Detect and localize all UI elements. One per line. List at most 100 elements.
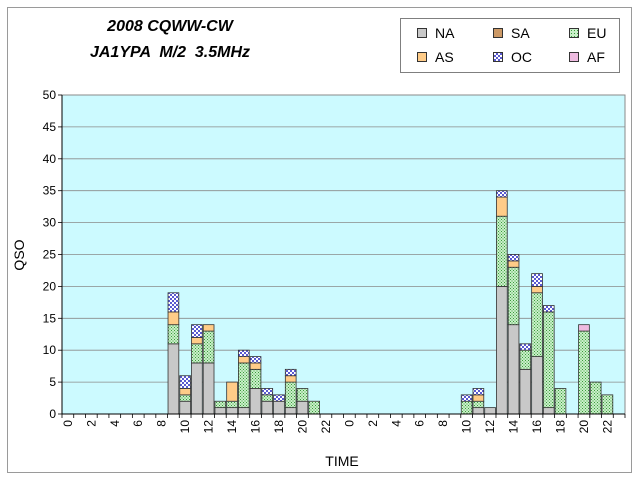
x-tick-label: 8 (155, 420, 169, 427)
legend-label: NA (435, 25, 455, 41)
bar-segment-as (179, 388, 191, 396)
y-axis-label: QSO (11, 239, 27, 270)
x-tick-label: 10 (178, 420, 192, 434)
y-tick-label: 45 (43, 120, 57, 134)
bar-segment-as (202, 324, 215, 332)
x-tick-label: 6 (131, 420, 145, 427)
bar-segment-oc (531, 273, 543, 287)
bar-segment-eu (296, 388, 309, 402)
bar-segment-as (284, 375, 297, 383)
bar-segment-eu (531, 292, 543, 357)
legend-swatch (417, 28, 427, 38)
x-tick-label: 22 (319, 420, 333, 434)
bar-segment-na (202, 362, 215, 415)
legend-label: AF (587, 49, 605, 65)
x-tick-label: 22 (600, 420, 614, 434)
x-tick-label: 2 (84, 420, 98, 427)
bar-segment-eu (308, 400, 320, 415)
bar-segment-eu (472, 400, 485, 409)
y-tick-label: 15 (43, 311, 57, 325)
legend-item-af: AF (569, 48, 605, 66)
x-tick-label: 16 (249, 420, 263, 434)
bar-segment-oc (238, 349, 250, 357)
x-tick-label: 4 (108, 420, 122, 427)
x-tick-label: 14 (225, 420, 239, 434)
bar-segment-eu (214, 400, 227, 409)
legend-swatch (493, 28, 503, 38)
x-tick-label: 4 (389, 420, 403, 427)
legend-label: AS (435, 49, 454, 65)
bar-segment-eu (589, 381, 602, 415)
bar-segment-eu (284, 381, 297, 409)
x-tick-label: 8 (436, 420, 450, 427)
axes (58, 94, 626, 418)
y-tick-labels: 0 5 10 15 20 25 30 35 40 45 50 (43, 88, 57, 421)
bar-segment-na (179, 400, 191, 415)
y-tick-label: 30 (43, 216, 57, 230)
chart-legend: NA SA EU AS OC AF (400, 18, 620, 73)
bar-segment-oc (472, 388, 485, 396)
bar-segment-oc (179, 375, 191, 389)
bar-segment-as (226, 381, 238, 402)
legend-label: OC (511, 49, 532, 65)
chart-title-line-1: 2008 CQWW-CW (107, 18, 233, 35)
bar-segment-oc (284, 368, 297, 377)
bar-segment-na (519, 368, 532, 415)
bar-segment-eu (519, 349, 532, 370)
x-tick-label: 0 (61, 420, 75, 427)
bar-segment-na (484, 407, 496, 415)
bar-segment-as (249, 362, 262, 370)
bar-segment-oc (261, 388, 274, 396)
chart-title: 2008 CQWW-CW JA1YPA M/2 3.5MHz (60, 14, 280, 66)
bar-segment-na (191, 362, 203, 415)
bar-segment-eu (191, 343, 203, 364)
bar-segment-eu (167, 324, 180, 345)
bar-segment-na (296, 400, 309, 415)
bar-segment-na (167, 343, 180, 415)
x-tick-label: 18 (272, 420, 286, 434)
bar-segment-na (507, 324, 520, 415)
bar-segment-oc (273, 394, 285, 402)
y-tick-label: 40 (43, 152, 57, 166)
bar-segment-af (578, 324, 590, 332)
bar-segment-as (531, 285, 543, 294)
x-tick-label: 14 (507, 420, 521, 434)
bar-segment-eu (507, 266, 520, 326)
bar-segment-as (507, 260, 520, 268)
bar-segment-eu (226, 400, 238, 409)
bar-segment-oc (542, 305, 555, 313)
bar-segment-na (261, 400, 274, 415)
bar-segment-na (472, 407, 485, 415)
x-axis-label: TIME (325, 453, 358, 469)
bar-segment-oc (519, 343, 532, 351)
x-tick-label: 6 (413, 420, 427, 427)
bar-segment-na (531, 356, 543, 415)
legend-item-eu: EU (569, 24, 606, 42)
x-tick-label: 16 (530, 420, 544, 434)
bar-segment-na (238, 407, 250, 415)
legend-swatch (417, 52, 427, 62)
y-tick-label: 25 (43, 248, 57, 262)
bar-segment-na (249, 388, 262, 415)
x-tick-label: 2 (366, 420, 380, 427)
legend-swatch (569, 52, 579, 62)
bar-segment-eu (179, 394, 191, 402)
bar-segment-na (542, 407, 555, 415)
bar-segment-as (238, 356, 250, 364)
bar-segment-eu (554, 388, 567, 415)
legend-swatch (493, 52, 503, 62)
bar-segment-oc (167, 292, 180, 313)
bar-segment-na (214, 407, 227, 415)
bar-segment-na (284, 407, 297, 415)
bar-segment-na (273, 400, 285, 415)
x-tick-label: 0 (342, 420, 356, 427)
bar-segment-eu (496, 215, 508, 287)
bar-segment-as (496, 196, 508, 217)
legend-swatch (569, 28, 579, 38)
bar-segment-na (226, 407, 238, 415)
bar-segment-as (167, 311, 180, 326)
bar-segment-eu (578, 330, 590, 415)
legend-item-oc: OC (493, 48, 532, 66)
x-tick-label: 12 (202, 420, 216, 434)
